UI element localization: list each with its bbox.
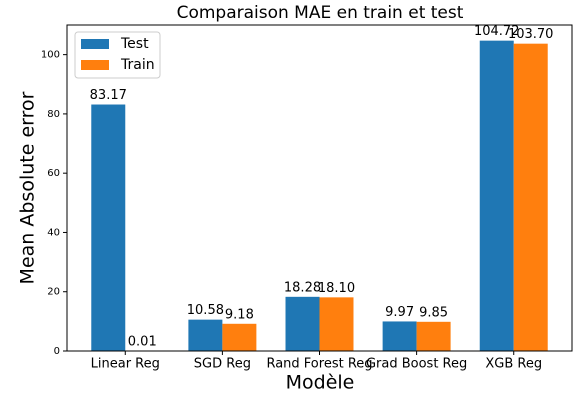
- y-tick-label: 80: [47, 109, 60, 120]
- value-label: 9.18: [225, 307, 254, 322]
- bar: [285, 296, 320, 351]
- value-label: 18.10: [318, 281, 355, 296]
- bar: [479, 40, 514, 351]
- value-label: 83.17: [90, 88, 127, 103]
- x-tick-label: SGD Reg: [194, 357, 251, 372]
- value-label: 0.01: [128, 334, 157, 349]
- y-tick-label: 40: [47, 227, 60, 238]
- x-axis-label: Modèle: [286, 372, 355, 394]
- value-label: 104.72: [474, 24, 520, 39]
- bar: [416, 321, 451, 351]
- bar: [382, 321, 417, 351]
- value-label: 18.28: [284, 280, 321, 295]
- value-label: 9.85: [419, 305, 448, 320]
- legend-swatch: [81, 60, 109, 70]
- chart-title: Comparaison MAE en train et test: [177, 3, 464, 23]
- plot-frame: [66, 24, 573, 352]
- value-label: 9.97: [385, 305, 414, 320]
- legend-swatch: [81, 39, 109, 49]
- x-tick-label: XGB Reg: [485, 357, 542, 372]
- bar: [222, 323, 257, 351]
- bar: [513, 43, 548, 352]
- value-label: 10.58: [187, 303, 224, 318]
- bar: [188, 319, 223, 351]
- y-tick-label: 20: [47, 287, 60, 298]
- bar: [91, 104, 126, 351]
- y-tick-label: 0: [54, 346, 60, 357]
- x-tick-label: Grad Boost Reg: [366, 357, 467, 372]
- legend-label: Train: [120, 57, 155, 73]
- y-tick-label: 100: [41, 50, 60, 61]
- x-tick-label: Rand Forest Reg: [266, 357, 372, 372]
- y-tick-label: 60: [47, 168, 60, 179]
- value-label: 103.70: [508, 27, 554, 42]
- y-axis-label: Mean Absolute error: [17, 91, 39, 284]
- bar: [319, 297, 354, 351]
- legend-label: Test: [120, 36, 149, 52]
- x-tick-label: Linear Reg: [91, 357, 160, 372]
